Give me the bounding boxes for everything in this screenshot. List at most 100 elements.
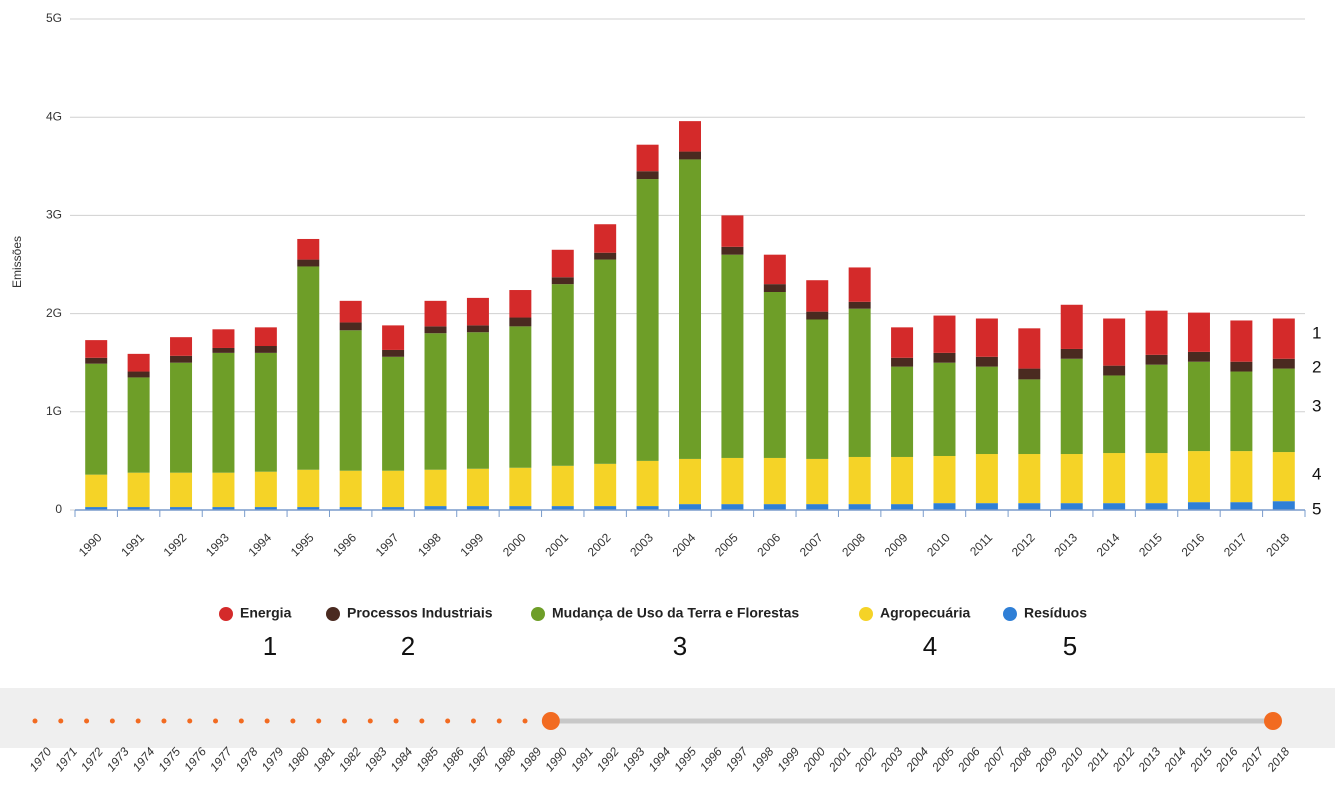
bar-segment <box>1187 312 1210 352</box>
x-tick-label: 2004 <box>670 530 699 559</box>
range-dot <box>496 718 502 724</box>
bar-segment <box>975 454 998 504</box>
annotation: 3 <box>673 631 687 661</box>
bar-segment <box>1018 328 1041 369</box>
bar-segment <box>85 357 108 364</box>
range-year-label: 1992 <box>594 744 622 774</box>
range-year-label: 1997 <box>723 744 752 774</box>
range-year-label: 2005 <box>928 744 957 774</box>
bar-segment <box>1230 361 1253 372</box>
range-handle[interactable] <box>1264 712 1282 730</box>
bar-segment <box>509 467 532 507</box>
bar-segment <box>763 284 786 292</box>
range-dot <box>238 718 244 724</box>
bar-segment <box>466 332 489 469</box>
bar-segment <box>1018 368 1041 380</box>
bar-segment <box>297 238 320 260</box>
bar-segment <box>806 311 829 320</box>
legend-marker <box>326 607 340 621</box>
x-tick-label: 1992 <box>161 530 190 559</box>
bar-segment <box>551 465 574 507</box>
range-dot <box>213 718 219 724</box>
range-year-label: 2006 <box>954 744 983 774</box>
range-year-label: 1987 <box>465 744 494 774</box>
bar-segment <box>1272 358 1295 369</box>
x-tick-label: 2013 <box>1051 530 1080 559</box>
x-tick-label: 1991 <box>118 530 147 559</box>
bar-segment <box>975 503 998 510</box>
bar-segment <box>636 179 659 461</box>
range-dot <box>109 718 115 724</box>
bar-segment <box>1187 502 1210 510</box>
bar-segment <box>763 291 786 458</box>
bar-segment <box>975 356 998 367</box>
bar-segment <box>297 507 320 510</box>
range-dot <box>393 718 399 724</box>
range-year-label: 1980 <box>284 744 312 774</box>
bar-segment <box>297 259 320 267</box>
range-dot <box>84 718 90 724</box>
range-year-label: 1970 <box>26 744 54 774</box>
bar-segment <box>891 504 914 510</box>
bar-segment <box>1060 358 1083 455</box>
annotation: 2 <box>1312 357 1321 376</box>
y-tick-label: 2G <box>46 306 62 320</box>
bar-segment <box>679 121 701 152</box>
bar-segment <box>424 506 447 510</box>
bar-segment <box>254 507 277 510</box>
bar-segment <box>382 507 405 510</box>
bar-segment <box>806 319 829 459</box>
bar-segment <box>424 469 447 507</box>
bar-segment <box>1272 318 1295 359</box>
bar-segment <box>806 458 829 505</box>
range-year-label: 1989 <box>516 744 544 774</box>
y-tick-label: 5G <box>46 11 62 25</box>
range-year-label: 1972 <box>78 744 106 774</box>
bar-segment <box>679 458 701 505</box>
range-year-label: 2015 <box>1186 744 1215 774</box>
range-year-label: 2007 <box>980 744 1009 775</box>
bar-segment <box>1230 451 1253 503</box>
annotation: 1 <box>263 631 277 661</box>
range-dot <box>445 718 451 724</box>
bar-segment <box>721 254 744 458</box>
range-dot <box>32 718 38 724</box>
bar-segment <box>170 472 193 508</box>
range-year-label: 2009 <box>1032 744 1061 774</box>
bar-segment <box>339 322 362 331</box>
bar-segment <box>254 346 277 353</box>
legend-marker <box>219 607 233 621</box>
bar-segment <box>297 266 320 470</box>
x-tick-label: 2018 <box>1263 530 1292 559</box>
bar-segment <box>254 471 277 508</box>
range-year-label: 1976 <box>181 744 209 774</box>
x-tick-label: 2001 <box>542 530 571 559</box>
bar-segment <box>170 362 193 473</box>
bar-segment <box>848 267 871 302</box>
bar-segment <box>170 355 193 363</box>
annotation: 5 <box>1063 631 1077 661</box>
bar-segment <box>212 507 235 510</box>
bar-segment <box>1060 348 1083 359</box>
bar-segment <box>594 463 617 507</box>
bar-segment <box>424 333 447 470</box>
range-handle[interactable] <box>541 712 560 730</box>
annotation: 1 <box>1312 323 1321 342</box>
bar-segment <box>127 371 150 378</box>
bar-segment <box>466 468 489 507</box>
range-year-label: 1990 <box>542 744 570 774</box>
bar-segment <box>1018 503 1041 510</box>
y-tick-label: 4G <box>46 109 62 123</box>
bar-segment <box>806 504 829 510</box>
x-tick-label: 1995 <box>288 530 317 559</box>
bar-segment <box>933 362 956 456</box>
bar-segment <box>679 159 701 459</box>
range-dot <box>264 718 270 724</box>
x-tick-label: 2005 <box>712 530 741 559</box>
bar-segment <box>466 297 489 326</box>
x-tick-label: 1990 <box>76 530 105 559</box>
bar-segment <box>212 472 235 508</box>
bar-segment <box>679 504 701 510</box>
range-dot <box>367 718 373 724</box>
